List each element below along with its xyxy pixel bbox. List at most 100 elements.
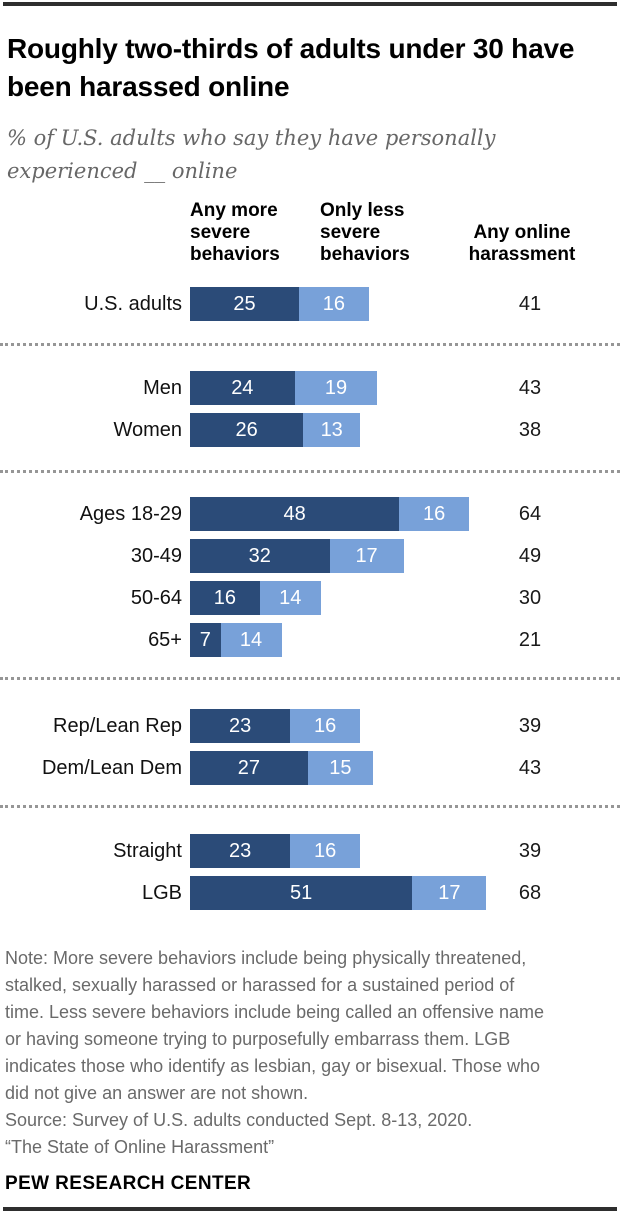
bar-segment-less-severe: 16 — [299, 287, 369, 321]
note-text: time. Less severe behaviors include bein… — [5, 1002, 544, 1022]
bar-segment-more-severe: 48 — [190, 497, 400, 531]
bar-value-less-severe: 13 — [320, 418, 343, 441]
bar-segment-less-severe: 16 — [290, 834, 361, 868]
note-text: stalked, sexually harassed or harassed f… — [5, 975, 515, 995]
chart-section: U.S. adults 25 16 41 — [0, 268, 620, 343]
chart-section: Straight 23 16 39 LGB 51 17 68 — [0, 808, 620, 914]
chart-row: Rep/Lean Rep 23 16 39 — [0, 705, 620, 747]
note-text: Note: More severe behaviors include bein… — [5, 948, 527, 968]
report-title-text: “The State of Online Harassment” — [5, 1137, 275, 1157]
bar-value-more-severe: 23 — [229, 839, 252, 862]
total-value: 49 — [518, 544, 542, 567]
stacked-bar: 48 16 — [190, 497, 470, 531]
bar-value-less-severe: 16 — [314, 714, 337, 737]
section-divider — [0, 343, 620, 346]
total-value: 39 — [518, 714, 542, 737]
bar-segment-more-severe: 23 — [190, 834, 291, 868]
bar-value-less-severe: 16 — [314, 839, 337, 862]
chart-title: Roughly two-thirds of adults under 30 ha… — [7, 33, 575, 102]
bar-value-less-severe: 14 — [239, 628, 263, 651]
bar-segment-less-severe: 16 — [399, 497, 470, 531]
chart-row: 30-49 32 17 49 — [0, 535, 620, 577]
bar-segment-less-severe: 14 — [220, 623, 282, 657]
note-text: indicates those who identify as lesbian,… — [5, 1056, 540, 1076]
bar-segment-more-severe: 25 — [190, 287, 299, 321]
row-label: U.S. adults — [84, 292, 182, 315]
stacked-bar: 24 19 — [190, 371, 378, 405]
chart-row: Straight 23 16 39 — [0, 830, 620, 872]
bar-segment-more-severe: 27 — [190, 751, 308, 785]
row-label: Dem/Lean Dem — [41, 756, 182, 779]
chart-section: Ages 18-29 48 16 64 30-49 32 17 49 50-64 16 14 30 65… — [0, 473, 620, 677]
bar-value-more-severe: 24 — [231, 376, 254, 399]
column-headers: Any more severe behaviors Only less seve… — [0, 200, 620, 266]
stacked-bar: 27 15 — [190, 751, 374, 785]
stacked-bar: 16 14 — [190, 581, 321, 615]
section-divider — [0, 677, 620, 680]
bar-value-less-severe: 15 — [329, 756, 352, 779]
total-value: 41 — [518, 292, 542, 315]
col-header-less-severe: Only less severe behaviors — [320, 200, 410, 265]
bar-value-less-severe: 19 — [324, 376, 348, 399]
bar-value-less-severe: 16 — [423, 502, 446, 525]
row-label: Women — [113, 418, 182, 441]
bar-segment-more-severe: 16 — [190, 581, 260, 615]
row-label: 50-64 — [130, 586, 182, 609]
bar-segment-less-severe: 16 — [290, 709, 361, 743]
total-value: 30 — [518, 586, 542, 609]
col-header-more-severe: Any more severe behaviors — [190, 200, 280, 265]
chart-row: LGB 51 17 68 — [0, 872, 620, 914]
stacked-bar: 51 17 — [190, 876, 487, 910]
stacked-bar: 7 14 — [190, 623, 282, 657]
bar-value-less-severe: 16 — [322, 292, 345, 315]
bar-segment-more-severe: 23 — [190, 709, 291, 743]
row-label: 65+ — [148, 628, 182, 651]
note-text: did not give an answer are not shown. — [5, 1083, 309, 1103]
chart-row: U.S. adults 25 16 41 — [0, 283, 620, 325]
top-rule — [3, 2, 617, 6]
stacked-bar: 32 17 — [190, 539, 404, 573]
stacked-bar: 23 16 — [190, 709, 361, 743]
stacked-bar: 23 16 — [190, 834, 361, 868]
bar-segment-more-severe: 7 — [190, 623, 221, 657]
chart-footer: Note: More severe behaviors include bein… — [0, 945, 620, 1195]
total-value: 68 — [518, 881, 542, 904]
bar-segment-more-severe: 32 — [190, 539, 330, 573]
row-label: Rep/Lean Rep — [53, 714, 182, 737]
bottom-rule — [3, 1207, 617, 1211]
bar-value-less-severe: 17 — [438, 881, 461, 904]
chart-section: Men 24 19 43 Women 26 13 38 — [0, 346, 620, 470]
bar-segment-less-severe: 19 — [294, 371, 378, 405]
bar-segment-less-severe: 13 — [303, 413, 361, 447]
stacked-bar-chart: U.S. adults 25 16 41 Men 24 19 43 Women 26 13 38 Age… — [0, 268, 620, 914]
section-divider — [0, 470, 620, 473]
bar-segment-less-severe: 15 — [307, 751, 374, 785]
total-value: 64 — [518, 502, 542, 525]
stacked-bar: 25 16 — [190, 287, 369, 321]
bar-value-more-severe: 16 — [213, 586, 236, 609]
row-label: Straight — [113, 839, 182, 862]
total-value: 43 — [518, 756, 542, 779]
source-text: Source: Survey of U.S. adults conducted … — [5, 1110, 473, 1130]
total-value: 39 — [518, 839, 542, 862]
bar-value-more-severe: 27 — [237, 756, 260, 779]
bar-value-more-severe: 32 — [248, 544, 271, 567]
bar-value-less-severe: 17 — [355, 544, 378, 567]
bar-value-less-severe: 14 — [279, 586, 302, 609]
bar-segment-more-severe: 51 — [190, 876, 413, 910]
chart-row: 50-64 16 14 30 — [0, 577, 620, 619]
pew-research-center-logo: PEW RESEARCH CENTER — [5, 1173, 252, 1194]
note-text: or having someone trying to purposefully… — [5, 1029, 511, 1049]
bar-value-more-severe: 23 — [229, 714, 252, 737]
chart-section: Rep/Lean Rep 23 16 39 Dem/Lean Dem 27 15 43 — [0, 680, 620, 805]
stacked-bar: 26 13 — [190, 413, 361, 447]
chart-row: Women 26 13 38 — [0, 409, 620, 451]
row-label: Men — [143, 376, 182, 399]
total-value: 21 — [518, 628, 542, 651]
bar-value-more-severe: 26 — [235, 418, 258, 441]
row-label: LGB — [141, 881, 182, 904]
col-header-any-harassment: Any online harassment — [468, 222, 576, 265]
chart-row: Ages 18-29 48 16 64 — [0, 493, 620, 535]
bar-segment-more-severe: 24 — [190, 371, 295, 405]
